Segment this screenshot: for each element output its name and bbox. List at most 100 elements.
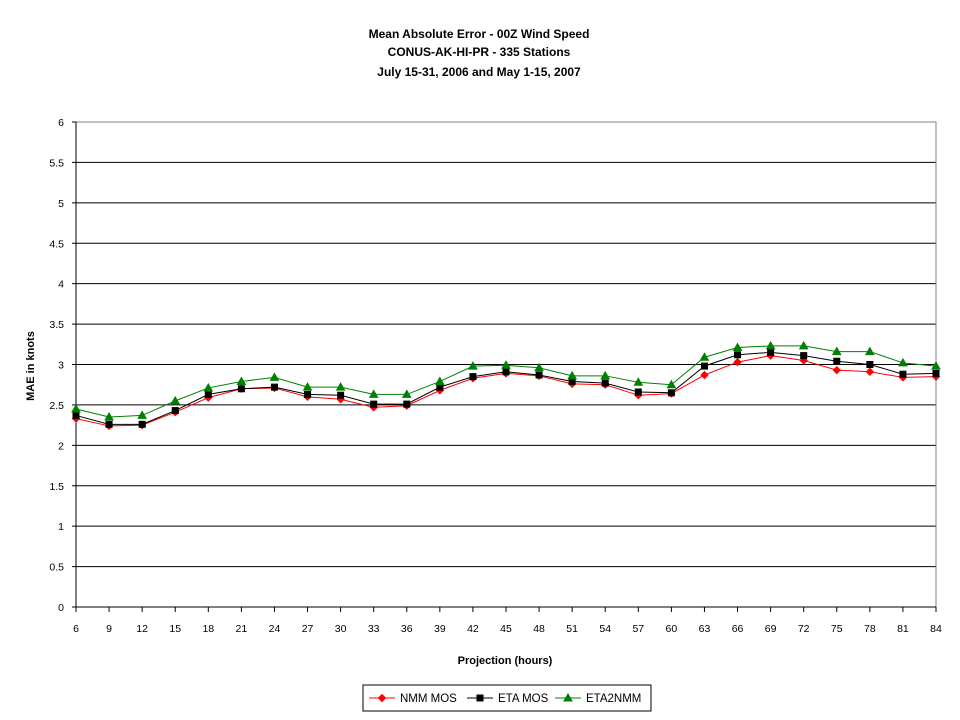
series-eta-mos	[72, 348, 940, 428]
x-tick-label: 9	[106, 623, 112, 635]
data-point-eta2nmm	[203, 382, 214, 392]
x-tick-label: 84	[930, 623, 942, 635]
y-tick-label: 0	[58, 602, 64, 614]
series-layer	[71, 340, 941, 431]
data-point-eta2nmm	[567, 370, 578, 380]
data-point-nmm-mos	[733, 357, 742, 367]
x-tick-label: 33	[368, 623, 380, 635]
data-point-eta2nmm	[302, 382, 313, 391]
data-point-eta-mos	[138, 420, 146, 428]
legend-marker-eta-mos	[476, 694, 484, 702]
data-point-eta2nmm	[732, 342, 743, 352]
data-point-eta2nmm	[71, 403, 81, 413]
data-point-eta2nmm	[898, 357, 908, 367]
x-tick-label: 51	[566, 623, 578, 635]
y-tick-label: 3.5	[49, 319, 64, 331]
data-point-eta-mos	[204, 390, 212, 398]
data-point-eta-mos	[932, 369, 940, 377]
y-tick-label: 6	[58, 117, 64, 129]
data-point-eta2nmm	[798, 340, 809, 350]
x-tick-label: 60	[666, 623, 678, 635]
data-point-eta-mos	[105, 420, 113, 428]
x-tick-label: 24	[269, 623, 281, 635]
x-axis: 6 9 12 15 18 21 24 27 30 33 36 39 42 45 48 51 54 57 60 63 66…	[73, 606, 942, 635]
data-point-eta2nmm	[269, 372, 280, 381]
y-tick-label: 2.5	[49, 400, 64, 412]
data-point-nmm-mos	[832, 365, 841, 375]
legend-marker-nmm-mos	[377, 693, 387, 703]
data-point-eta2nmm	[831, 346, 842, 356]
legend-entry-eta2nmm: ETA2NMM	[586, 693, 641, 705]
x-tick-label: 63	[699, 623, 711, 635]
x-tick-label: 72	[798, 623, 810, 635]
y-tick-label: 1.5	[49, 481, 64, 493]
data-point-eta2nmm	[335, 382, 346, 391]
data-point-nmm-mos	[865, 367, 875, 376]
y-tick-label: 5	[58, 198, 64, 210]
x-tick-label: 78	[864, 623, 876, 635]
data-point-eta-mos	[535, 371, 543, 379]
data-point-eta2nmm	[931, 361, 941, 370]
x-tick-label: 12	[136, 623, 148, 635]
data-point-eta2nmm	[501, 360, 511, 369]
data-point-eta2nmm	[633, 377, 644, 386]
y-tick-label: 5.5	[49, 157, 64, 169]
data-point-eta2nmm	[368, 389, 379, 398]
x-tick-label: 15	[169, 623, 181, 635]
series-eta2nmm	[71, 340, 941, 421]
y-tick-label: 3	[58, 360, 64, 372]
data-point-eta2nmm	[534, 362, 544, 372]
x-tick-label: 45	[500, 623, 512, 635]
data-point-eta2nmm	[765, 340, 776, 350]
data-point-eta-mos	[502, 368, 510, 376]
data-point-eta-mos	[700, 362, 708, 370]
x-tick-label: 18	[202, 623, 214, 635]
x-tick-label: 27	[302, 623, 314, 635]
x-tick-label: 6	[73, 623, 79, 635]
data-point-eta-mos	[667, 389, 675, 397]
data-point-eta-mos	[171, 407, 179, 415]
data-point-eta-mos	[370, 400, 378, 408]
x-tick-label: 81	[897, 623, 909, 635]
y-tick-label: 2	[58, 440, 64, 452]
chart-title-line-1: Mean Absolute Error - 00Z Wind Speed	[369, 27, 590, 41]
data-point-eta-mos	[800, 352, 808, 360]
x-tick-label: 36	[401, 623, 413, 635]
legend-entry-nmm-mos: NMM MOS	[400, 693, 457, 705]
y-tick-label: 1	[58, 521, 64, 533]
data-point-eta2nmm	[104, 412, 114, 421]
data-point-eta-mos	[734, 351, 742, 359]
data-point-eta2nmm	[236, 376, 247, 385]
y-tick-label: 4.5	[49, 238, 64, 250]
data-point-eta-mos	[899, 370, 907, 378]
data-point-eta-mos	[72, 411, 80, 419]
data-point-eta2nmm	[137, 410, 148, 419]
data-point-nmm-mos	[700, 370, 709, 380]
data-point-eta-mos	[601, 379, 609, 387]
x-tick-label: 48	[533, 623, 545, 635]
data-point-eta-mos	[304, 390, 312, 398]
legend-entry-eta-mos: ETA MOS	[498, 693, 549, 705]
x-tick-label: 57	[632, 623, 644, 635]
data-point-eta2nmm	[401, 389, 412, 398]
data-point-eta-mos	[436, 383, 444, 391]
y-axis: 0 0.5 1 1.5 2 2.5 3 3.5 4 4.5 5 5.5 6	[49, 117, 77, 614]
y-tick-label: 4	[58, 279, 64, 291]
x-tick-label: 69	[765, 623, 777, 635]
data-point-eta-mos	[270, 383, 278, 391]
x-tick-label: 66	[732, 623, 744, 635]
x-tick-label: 42	[467, 623, 479, 635]
chart-title-line-2: CONUS-AK-HI-PR - 335 Stations	[388, 45, 571, 59]
legend-box	[362, 684, 652, 712]
data-point-eta-mos	[469, 373, 477, 381]
data-point-eta-mos	[866, 361, 874, 368]
data-point-eta2nmm	[864, 346, 875, 356]
data-point-eta2nmm	[468, 361, 478, 370]
data-point-eta2nmm	[666, 379, 677, 389]
x-axis-label: Projection (hours)	[458, 655, 553, 667]
x-tick-label: 39	[434, 623, 446, 635]
data-point-eta-mos	[337, 391, 345, 399]
chart-title-line-3: July 15-31, 2006 and May 1-15, 2007	[377, 65, 581, 79]
y-axis-label: MAE in knots	[25, 331, 37, 401]
